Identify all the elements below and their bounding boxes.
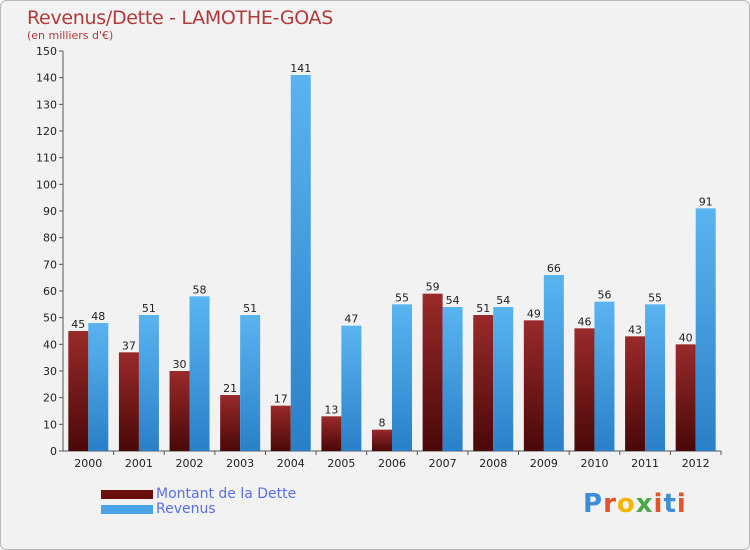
dette-bar (574, 328, 595, 451)
data-label: 91 (699, 195, 713, 208)
data-label: 51 (142, 302, 156, 315)
data-label: 51 (243, 302, 257, 315)
data-label: 47 (344, 313, 358, 326)
data-label: 51 (476, 302, 490, 315)
revenus-bar (645, 304, 666, 451)
x-tick-label: 2011 (631, 457, 659, 470)
data-label: 54 (446, 294, 460, 307)
y-tick-label: 40 (43, 338, 57, 351)
data-label: 43 (628, 323, 642, 336)
dette-bar (625, 336, 646, 451)
y-tick-label: 70 (43, 258, 57, 271)
data-label: 21 (223, 382, 237, 395)
data-label: 55 (648, 291, 662, 304)
y-tick-label: 60 (43, 285, 57, 298)
legend-label-revenus: Revenus (156, 501, 216, 517)
revenus-bar (88, 323, 109, 451)
x-tick-label: 2007 (429, 457, 457, 470)
x-tick-label: 2010 (580, 457, 608, 470)
data-label: 17 (274, 393, 288, 406)
dette-bar (422, 293, 443, 451)
revenus-bar (442, 307, 463, 451)
dette-bar (372, 429, 392, 451)
x-tick-label: 2008 (479, 457, 507, 470)
dette-bar (220, 395, 241, 451)
logo-letter: t (663, 489, 677, 519)
data-label: 56 (597, 289, 611, 302)
revenus-bar (341, 325, 362, 451)
y-tick-label: 150 (36, 45, 57, 58)
logo-letter: i (653, 489, 664, 519)
y-tick-label: 140 (36, 72, 57, 85)
data-label: 46 (577, 315, 591, 328)
x-tick-label: 2003 (226, 457, 254, 470)
dette-bar (473, 315, 494, 451)
data-label: 30 (173, 358, 187, 371)
logo-letter: P (583, 489, 604, 519)
revenus-bar (189, 296, 210, 451)
revenus-bar (392, 304, 412, 451)
y-tick-label: 90 (43, 205, 57, 218)
revenus-bar (493, 307, 514, 451)
revenus-bar (543, 275, 564, 451)
dette-bar (118, 352, 139, 451)
y-tick-label: 130 (36, 98, 57, 111)
y-tick-label: 100 (36, 178, 57, 191)
logo-letter: o (616, 489, 636, 519)
data-label: 59 (426, 281, 440, 294)
revenus-bar (240, 315, 261, 451)
data-label: 37 (122, 339, 136, 352)
y-tick-label: 50 (43, 312, 57, 325)
data-label: 48 (91, 310, 105, 323)
revenus-bar (290, 75, 311, 451)
x-tick-label: 2002 (176, 457, 204, 470)
data-label: 49 (527, 307, 541, 320)
logo-letter: r (603, 489, 617, 519)
dette-bar (169, 371, 190, 451)
data-label: 141 (290, 62, 311, 75)
logo-letter: x (635, 489, 654, 519)
data-label: 45 (71, 318, 85, 331)
data-label: 55 (395, 291, 409, 304)
y-tick-label: 120 (36, 125, 57, 138)
y-tick-label: 80 (43, 232, 57, 245)
data-label: 58 (193, 283, 207, 296)
legend-label-dette: Montant de la Dette (156, 486, 297, 502)
x-tick-label: 2005 (327, 457, 355, 470)
x-tick-label: 2006 (378, 457, 406, 470)
dette-bar (321, 416, 342, 451)
chart-title: Revenus/Dette - LAMOTHE-GOAS (27, 7, 334, 29)
legend-swatch-revenus (101, 505, 153, 514)
y-tick-label: 10 (43, 418, 57, 431)
dette-bar (270, 405, 291, 451)
revenus-bar (695, 208, 716, 451)
y-tick-label: 0 (50, 445, 57, 458)
x-tick-label: 2012 (682, 457, 710, 470)
data-label: 13 (324, 403, 338, 416)
x-tick-label: 2000 (74, 457, 102, 470)
y-tick-label: 20 (43, 392, 57, 405)
revenus-bar (138, 315, 159, 451)
legend-swatch-dette (101, 490, 153, 499)
x-tick-label: 2001 (125, 457, 153, 470)
data-label: 54 (496, 294, 510, 307)
revenus-bar (594, 301, 615, 451)
data-label: 66 (547, 262, 561, 275)
data-label: 40 (679, 331, 693, 344)
x-tick-label: 2004 (277, 457, 305, 470)
chart-subtitle: (en milliers d'€) (27, 29, 114, 42)
y-tick-label: 110 (36, 152, 57, 165)
y-tick-label: 30 (43, 365, 57, 378)
dette-bar (68, 331, 89, 451)
x-tick-label: 2009 (530, 457, 558, 470)
dette-bar (675, 344, 696, 451)
data-label: 8 (379, 417, 386, 430)
dette-bar (523, 320, 544, 451)
logo-letter: i (676, 489, 687, 519)
proxiti-logo: Proxiti (583, 489, 687, 519)
